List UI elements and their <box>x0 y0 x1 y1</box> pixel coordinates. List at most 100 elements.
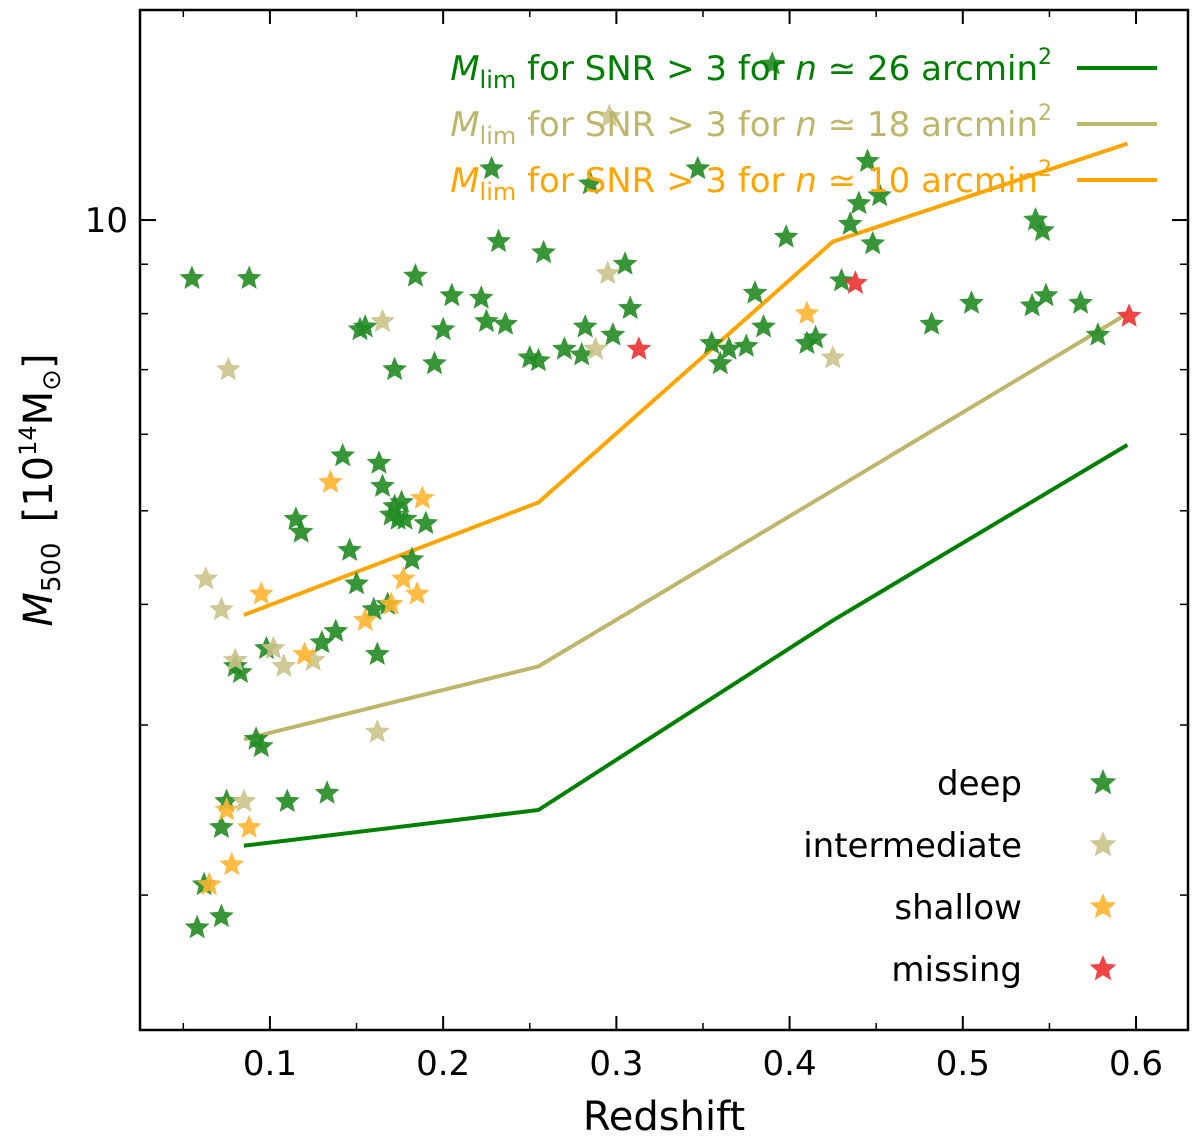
point-intermediate-9 <box>370 308 395 333</box>
point-deep-16 <box>314 780 340 804</box>
point-deep-56 <box>699 330 724 355</box>
x-tick-label-0: 0.1 <box>243 1044 297 1084</box>
point-deep-4 <box>209 903 234 928</box>
point-intermediate-6 <box>271 653 297 677</box>
point-deep-10 <box>248 733 274 758</box>
point-deep-55 <box>685 155 711 180</box>
point-deep-22 <box>352 313 378 338</box>
marker-legend-star-1 <box>1089 831 1117 857</box>
point-deep-34 <box>399 546 425 571</box>
point-intermediate-8 <box>364 719 390 743</box>
point-deep-58 <box>716 336 742 360</box>
marker-legend-star-3 <box>1089 955 1117 981</box>
point-deep-72 <box>919 311 944 335</box>
point-shallow-0 <box>196 871 222 896</box>
x-tick-label-4: 0.5 <box>936 1044 990 1084</box>
point-deep-60 <box>742 280 768 304</box>
point-shallow-2 <box>214 796 239 821</box>
point-deep-64 <box>794 330 820 355</box>
marker-legend-label-3: missing <box>891 950 1022 990</box>
x-tick-label-2: 0.3 <box>589 1044 643 1084</box>
point-deep-43 <box>486 228 511 253</box>
point-deep-14 <box>288 519 314 543</box>
point-shallow-6 <box>318 469 343 493</box>
line-legend-label-0: Mlim for SNR > 3 for n ≃ 26 arcmin2 <box>450 45 1052 94</box>
point-shallow-10 <box>404 581 430 605</box>
point-deep-26 <box>370 473 395 497</box>
point-intermediate-2 <box>209 596 234 621</box>
limit-lines <box>243 141 1129 848</box>
marker-legend-label-1: intermediate <box>803 826 1022 866</box>
point-deep-0 <box>179 265 205 289</box>
point-shallow-5 <box>292 641 317 665</box>
point-deep-50 <box>572 313 598 338</box>
point-deep-48 <box>552 336 577 360</box>
point-deep-47 <box>531 239 556 264</box>
point-deep-40 <box>468 285 494 309</box>
point-deep-76 <box>1030 217 1055 242</box>
point-deep-54 <box>617 295 643 319</box>
scatter-points <box>179 51 1142 939</box>
point-deep-66 <box>829 267 854 292</box>
point-deep-59 <box>733 333 759 357</box>
marker-legend-label-2: shallow <box>894 888 1022 928</box>
marker-legend-label-0: deep <box>937 764 1022 804</box>
point-shallow-4 <box>248 581 274 605</box>
y-tick-label-0: 10 <box>85 201 128 241</box>
point-shallow-3 <box>236 814 262 838</box>
point-intermediate-7 <box>300 647 326 671</box>
point-deep-24 <box>364 641 390 665</box>
point-deep-62 <box>759 51 785 75</box>
point-deep-39 <box>439 282 465 307</box>
point-deep-79 <box>1085 322 1111 346</box>
point-intermediate-11 <box>595 260 621 285</box>
axis-ticks <box>140 10 1188 1030</box>
marker-legend-star-0 <box>1089 769 1117 795</box>
point-deep-36 <box>413 510 439 535</box>
point-deep-20 <box>344 570 369 595</box>
point-deep-74 <box>1019 292 1045 317</box>
point-shallow-7 <box>352 607 378 631</box>
x-tick-label-1: 0.2 <box>416 1044 470 1084</box>
limit-line-0 <box>243 443 1129 848</box>
point-deep-49 <box>569 341 595 366</box>
axis-labels: 0.1 0.2 0.3 0.4 0.5 0.6 10 Redshift M500 [1014M⊙… <box>14 201 1163 1140</box>
point-deep-77 <box>1033 282 1059 307</box>
point-deep-19 <box>337 537 362 561</box>
point-intermediate-3 <box>222 647 248 671</box>
point-shallow-1 <box>219 851 245 876</box>
point-shallow-11 <box>409 485 435 509</box>
point-deep-2 <box>184 914 210 939</box>
point-deep-18 <box>330 442 356 467</box>
point-deep-67 <box>837 211 863 235</box>
x-tick-label-3: 0.4 <box>763 1044 817 1084</box>
point-deep-12 <box>274 788 300 813</box>
plot-frame <box>138 8 1190 1032</box>
point-deep-13 <box>283 506 309 530</box>
point-deep-25 <box>366 450 392 474</box>
point-deep-57 <box>707 350 733 375</box>
point-deep-42 <box>479 155 505 180</box>
point-shallow-12 <box>794 300 820 325</box>
point-deep-41 <box>474 308 499 333</box>
point-deep-31 <box>389 489 414 513</box>
point-deep-37 <box>422 350 447 375</box>
point-intermediate-1 <box>193 565 219 590</box>
point-deep-65 <box>803 324 828 349</box>
point-deep-52 <box>600 322 626 346</box>
marker-legend-star-2 <box>1089 893 1117 919</box>
point-deep-63 <box>773 224 799 248</box>
point-deep-38 <box>430 316 456 341</box>
point-intermediate-10 <box>597 103 622 128</box>
legend: Mlim for SNR > 3 for n ≃ 26 arcmin2 Mlim … <box>450 45 1157 990</box>
point-deep-61 <box>751 313 776 338</box>
point-deep-68 <box>846 190 872 215</box>
point-deep-70 <box>860 230 886 255</box>
point-deep-44 <box>493 311 518 335</box>
point-deep-17 <box>323 618 349 642</box>
point-deep-73 <box>959 290 984 314</box>
point-intermediate-5 <box>261 635 286 660</box>
point-deep-33 <box>382 356 407 381</box>
line-legend-label-1: Mlim for SNR > 3 for n ≃ 18 arcmin2 <box>450 101 1052 150</box>
